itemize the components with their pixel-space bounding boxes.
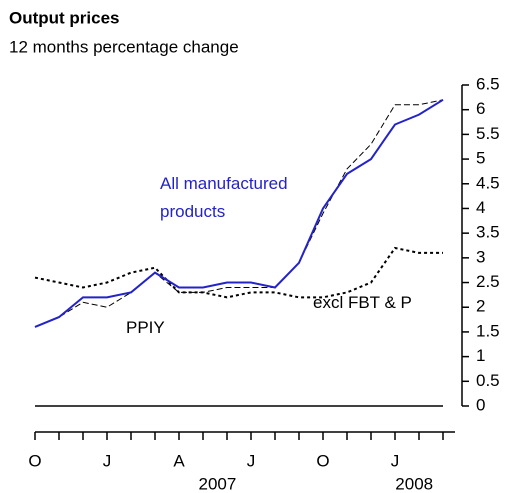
x-tick-label: O (316, 451, 329, 470)
series-line (34, 246, 443, 299)
y-tick-label: 1 (476, 346, 485, 365)
chart-title: Output prices (9, 8, 120, 27)
y-tick-label: 2.5 (476, 272, 500, 291)
y-tick-label: 0.5 (476, 371, 500, 390)
chart-subtitle: 12 months percentage change (9, 37, 239, 56)
x-tick-label: J (247, 451, 256, 470)
x-tick-label: J (103, 451, 112, 470)
y-tick-label: 4.5 (476, 173, 500, 192)
y-tick-label: 6.5 (476, 74, 500, 93)
series-line (34, 99, 444, 328)
year-label: 2007 (198, 474, 236, 493)
y-tick-label: 2 (476, 297, 485, 316)
series-label: All manufactured products (160, 174, 288, 221)
series-line (34, 98, 444, 328)
x-tick-label: J (391, 451, 400, 470)
year-label: 2008 (395, 474, 433, 493)
y-tick-label: 3.5 (476, 223, 500, 242)
x-tick-label: O (28, 451, 41, 470)
y-tick-label: 6 (476, 99, 485, 118)
y-tick-label: 0 (476, 395, 485, 414)
series-label: PPIY (126, 318, 165, 337)
y-tick-label: 1.5 (476, 321, 500, 340)
y-tick-label: 3 (476, 247, 485, 266)
y-tick-label: 5 (476, 149, 485, 168)
y-tick-label: 4 (476, 198, 485, 217)
y-tick-label: 5.5 (476, 124, 500, 143)
series-label: excl FBT & P (313, 293, 412, 312)
x-tick-label: A (173, 451, 185, 470)
